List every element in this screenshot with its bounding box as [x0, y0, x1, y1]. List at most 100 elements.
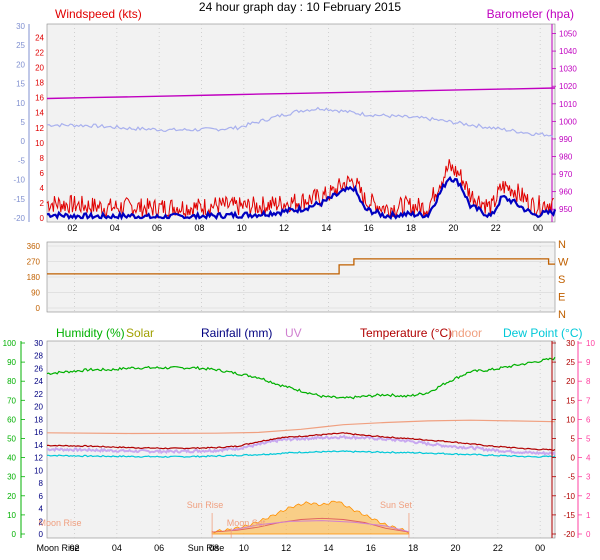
x-tick-label: 10 — [239, 543, 249, 553]
temperature-tick-label: 25 — [566, 358, 575, 367]
uv-tick-label: 2 — [586, 492, 591, 501]
windspeed-tick-label: 16 — [35, 94, 44, 103]
humidity-tick-label: 30 — [7, 473, 16, 482]
x-tick-label: 18 — [408, 543, 418, 553]
uv-tick-label: 6 — [586, 415, 591, 424]
humidity-tick-label: 80 — [7, 377, 16, 386]
uv-tick-label: 8 — [586, 377, 591, 386]
humidity-tick-label: 50 — [7, 435, 16, 444]
wind-baro-plot-area — [46, 23, 556, 223]
x-tick-label: 04 — [110, 223, 120, 233]
legend-entry: UV — [285, 326, 302, 340]
rainfall-tick-label: 24 — [34, 377, 43, 386]
temperature-tick-label: 0 — [571, 454, 576, 463]
indoor-temperature-line — [46, 419, 556, 435]
uv-tick-label: 10 — [586, 339, 595, 348]
x-tick-label: 10 — [237, 223, 247, 233]
uv-tick-labels: 0 1 2 3 4 5 6 7 8 9 10 — [578, 339, 595, 539]
x-tick-label: 06 — [152, 223, 162, 233]
barometer-tick-label: 1050 — [559, 30, 577, 39]
wind-baro-grid — [74, 24, 541, 222]
temperature-scale-tick-label: 10 — [16, 99, 25, 108]
x-tick-label: 18 — [406, 223, 416, 233]
wind-direction-tick-label: 0 — [36, 304, 41, 313]
barometer-tick-label: 970 — [559, 170, 573, 179]
windspeed-tick-label: 4 — [40, 184, 45, 193]
windspeed-tick-label: 22 — [35, 49, 44, 58]
rainfall-tick-label: 4 — [39, 505, 44, 514]
temperature-tick-labels: -20 -15 -10 -5 0 5 10 15 20 25 30 — [552, 339, 576, 539]
x-tick-label: 02 — [70, 543, 80, 553]
x-tick-label: 04 — [112, 543, 122, 553]
rainfall-tick-label: 0 — [39, 530, 44, 539]
barometer-tick-label: 960 — [559, 188, 573, 197]
wind-direction-tick-label: 90 — [31, 289, 40, 298]
wind-direction-grid — [47, 242, 555, 312]
windspeed-tick-label: 2 — [40, 199, 45, 208]
x-tick-label: 08 — [194, 223, 204, 233]
windspeed-tick-label: 10 — [35, 139, 44, 148]
humidity-tick-labels: 0 10 20 30 40 50 60 70 80 90 100 — [3, 339, 25, 539]
rainfall-tick-label: 6 — [39, 492, 44, 501]
compass-label: N — [558, 309, 566, 321]
sun-moon-annotations: Sun Rise Sun Set Moon Set Moon Rise — [38, 500, 413, 538]
humidity-tick-label: 10 — [7, 511, 16, 520]
compass-label: W — [558, 257, 569, 269]
wind-direction-degree-labels: 0 90 180 270 360 — [27, 242, 41, 313]
barometer-axis-title: Barometer (hpa) — [487, 7, 574, 21]
moon-path-line — [231, 520, 410, 533]
annotation-label: Sun Set — [380, 500, 413, 510]
temperature-scale-tick-label: 30 — [16, 22, 25, 31]
temperature-tick-label: -5 — [568, 473, 576, 482]
barometer-tick-label: 990 — [559, 135, 573, 144]
humidity-line — [46, 356, 556, 400]
x-tick-label: 14 — [324, 543, 334, 553]
dew-point-line — [47, 450, 556, 458]
uv-tick-label: 7 — [586, 396, 591, 405]
wind-baro-x-tick-labels: 02 04 06 08 10 12 14 16 18 20 22 00 — [67, 223, 543, 233]
uv-tick-label: 3 — [586, 473, 591, 482]
temperature-scale-tick-label: 0 — [21, 137, 26, 146]
temp-humidity-legend: Humidity (%) Solar Rainfall (mm) UV Temperat… — [56, 326, 582, 340]
temperature-tick-label: 20 — [566, 377, 575, 386]
temperature-tick-label: 30 — [566, 339, 575, 348]
legend-entry: Humidity (%) — [56, 326, 125, 340]
windspeed-tick-label: 20 — [35, 64, 44, 73]
temperature-scale-tick-label: 15 — [16, 80, 25, 89]
uv-tick-label: 4 — [586, 454, 591, 463]
uv-tick-label: 1 — [586, 511, 591, 520]
humidity-tick-label: 90 — [7, 358, 16, 367]
barometer-tick-label: 1000 — [559, 117, 577, 126]
windspeed-tick-label: 24 — [35, 34, 44, 43]
humidity-tick-label: 60 — [7, 415, 16, 424]
temperature-scale-tick-label: 20 — [16, 60, 25, 69]
rainfall-tick-label: 2 — [39, 517, 44, 526]
temperature-scale-tick-label: 5 — [21, 118, 26, 127]
rainfall-tick-label: 8 — [39, 479, 44, 488]
compass-label: E — [558, 292, 565, 304]
uv-index-line — [212, 517, 409, 533]
wind-gust-line — [46, 175, 557, 221]
x-tick-label: 06 — [154, 543, 164, 553]
x-tick-label: 00 — [535, 543, 545, 553]
uv-line — [46, 434, 556, 456]
x-tick-label: 00 — [533, 223, 543, 233]
annotation-label: Sun Rise — [187, 500, 224, 510]
legend-entry: Solar — [126, 326, 154, 340]
barometer-tick-label: 980 — [559, 153, 573, 162]
x-tick-label: 12 — [279, 223, 289, 233]
windspeed-tick-label: 6 — [40, 169, 45, 178]
wind-direction-line — [47, 258, 555, 275]
rainfall-tick-label: 30 — [34, 339, 43, 348]
windspeed-tick-label: 0 — [40, 214, 45, 223]
humidity-tick-label: 40 — [7, 454, 16, 463]
rainfall-tick-label: 22 — [34, 390, 43, 399]
windspeed-tick-label: 12 — [35, 124, 44, 133]
barometer-tick-labels: 950 960 970 980 990 1000 1010 1020 1030 1040 1050 — [552, 30, 577, 214]
temperature-tick-label: -10 — [563, 492, 575, 501]
x-tick-label: 14 — [321, 223, 331, 233]
wind-direction-tick-label: 360 — [27, 242, 41, 251]
rainfall-tick-label: 26 — [34, 364, 43, 373]
